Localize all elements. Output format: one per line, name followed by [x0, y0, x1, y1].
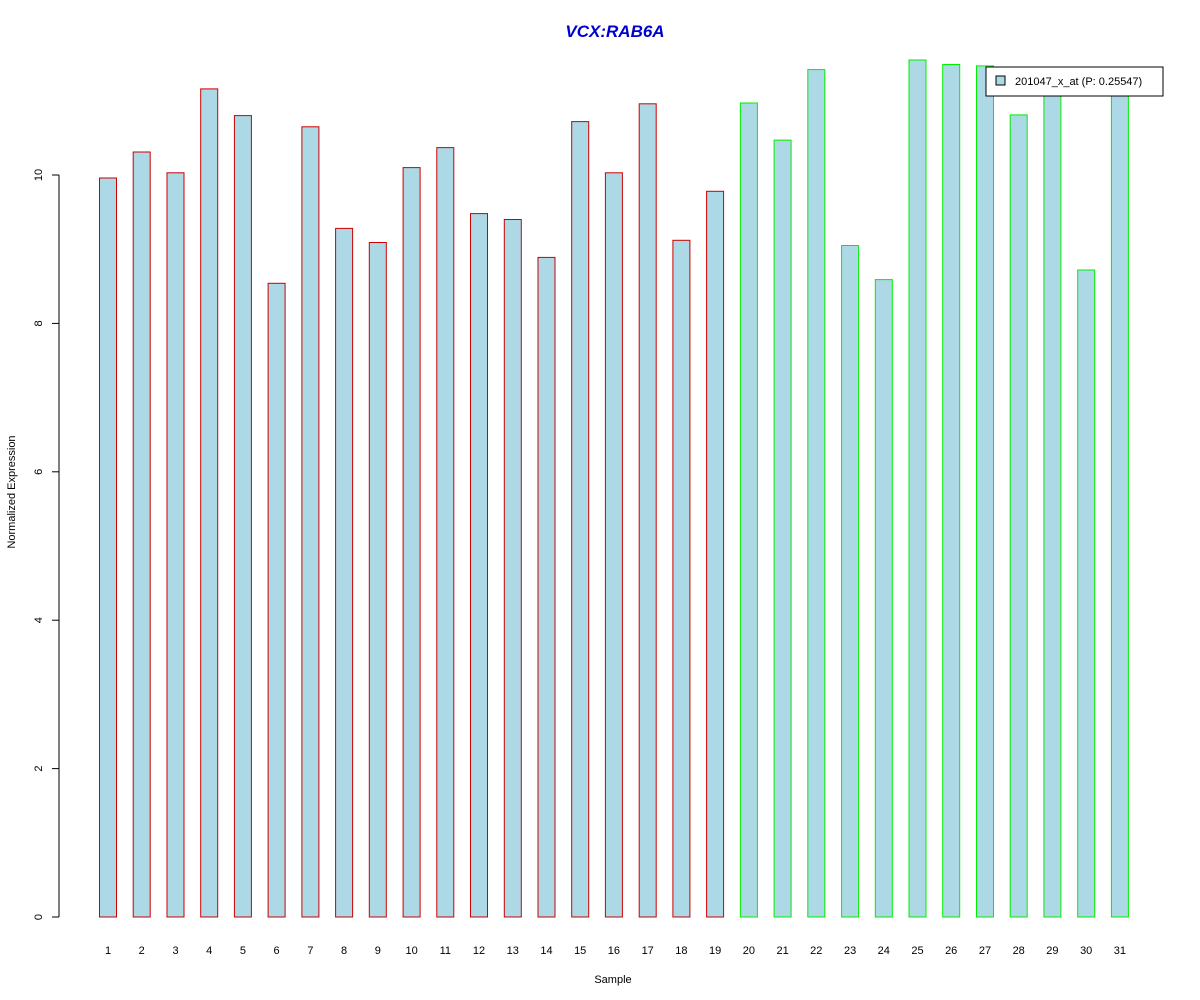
x-tick-label: 13 [507, 945, 519, 957]
bar-sample-5 [233, 115, 252, 918]
x-tick-label: 18 [675, 945, 687, 957]
x-tick-label: 27 [979, 945, 991, 957]
x-tick-label: 23 [844, 945, 856, 957]
y-axis: 0 2 4 6 8 10 [33, 169, 60, 920]
x-tick-label: 14 [540, 945, 552, 957]
bar-sample-9 [368, 242, 387, 918]
x-tick-label: 12 [473, 945, 485, 957]
legend-label: 201047_x_at (P: 0.25547) [1015, 76, 1142, 88]
x-tick-label: 5 [240, 945, 246, 957]
x-tick-label: 20 [743, 945, 755, 957]
bar-sample-7 [301, 126, 320, 918]
bar-sample-26 [942, 64, 961, 918]
bar-sample-20 [739, 102, 758, 918]
x-tick-label: 11 [440, 945, 451, 957]
bar-sample-29 [1043, 92, 1062, 918]
bars [99, 59, 1129, 918]
x-tick-label: 2 [139, 945, 145, 957]
bar-sample-15 [571, 121, 590, 918]
x-tick-label: 3 [172, 945, 178, 957]
bar-sample-25 [908, 59, 927, 918]
bar-sample-14 [537, 256, 556, 918]
bar-sample-13 [503, 219, 522, 918]
legend-swatch [995, 75, 1006, 86]
x-tick-label: 26 [945, 945, 957, 957]
y-tick-label: 0 [33, 914, 45, 920]
bar-sample-1 [99, 177, 117, 918]
bar-sample-17 [638, 103, 657, 918]
legend: 201047_x_at (P: 0.25547) [985, 66, 1164, 97]
bar-sample-24 [874, 279, 893, 918]
y-axis-title: Normalized Expression [6, 435, 18, 548]
bar-sample-21 [773, 139, 792, 918]
y-tick-label: 10 [33, 169, 45, 181]
x-tick-label: 21 [776, 945, 788, 957]
bar-sample-23 [841, 245, 860, 918]
bar-sample-4 [200, 88, 219, 918]
y-tick-label: 4 [33, 617, 45, 623]
bar-sample-27 [976, 65, 994, 918]
legend-box [985, 66, 1164, 97]
x-tick-label: 6 [274, 945, 280, 957]
bar-sample-12 [470, 213, 488, 918]
y-tick-label: 6 [33, 469, 45, 475]
bar-sample-28 [1009, 114, 1028, 918]
x-tick-label: 17 [642, 945, 654, 957]
x-tick-label: 31 [1114, 945, 1126, 957]
x-tick-label: 19 [709, 945, 721, 957]
y-tick-label: 8 [33, 320, 45, 326]
bar-sample-6 [267, 282, 286, 918]
x-tick-label: 29 [1046, 945, 1058, 957]
bar-sample-18 [672, 239, 691, 918]
bar-sample-19 [706, 190, 725, 918]
bar-sample-11 [436, 147, 455, 918]
bar-sample-16 [604, 172, 623, 918]
x-tick-label: 4 [206, 945, 212, 957]
x-tick-label: 28 [1013, 945, 1025, 957]
x-tick-label: 22 [810, 945, 822, 957]
x-axis-labels: 1 2 3 4 5 6 7 8 9 10 11 12 13 14 15 16 17 18 19 20 21 22 23 24 2… [105, 945, 1126, 957]
bar-sample-10 [402, 167, 421, 918]
x-axis-title: Sample [594, 974, 631, 986]
x-tick-label: 15 [574, 945, 586, 957]
bar-sample-3 [166, 172, 185, 918]
y-tick-label: 2 [33, 766, 45, 772]
bar-sample-8 [335, 227, 354, 918]
bar-sample-31 [1110, 92, 1129, 918]
x-tick-label: 9 [375, 945, 381, 957]
bar-sample-22 [807, 69, 826, 918]
x-tick-label: 10 [405, 945, 417, 957]
x-tick-label: 16 [608, 945, 620, 957]
x-tick-label: 25 [911, 945, 923, 957]
x-tick-label: 8 [341, 945, 347, 957]
bar-sample-2 [132, 151, 151, 918]
bar-sample-30 [1077, 269, 1096, 918]
chart-title: VCX:RAB6A [565, 22, 664, 41]
x-tick-label: 30 [1080, 945, 1092, 957]
x-tick-label: 24 [878, 945, 890, 957]
x-tick-label: 7 [307, 945, 313, 957]
x-tick-label: 1 [105, 945, 111, 957]
